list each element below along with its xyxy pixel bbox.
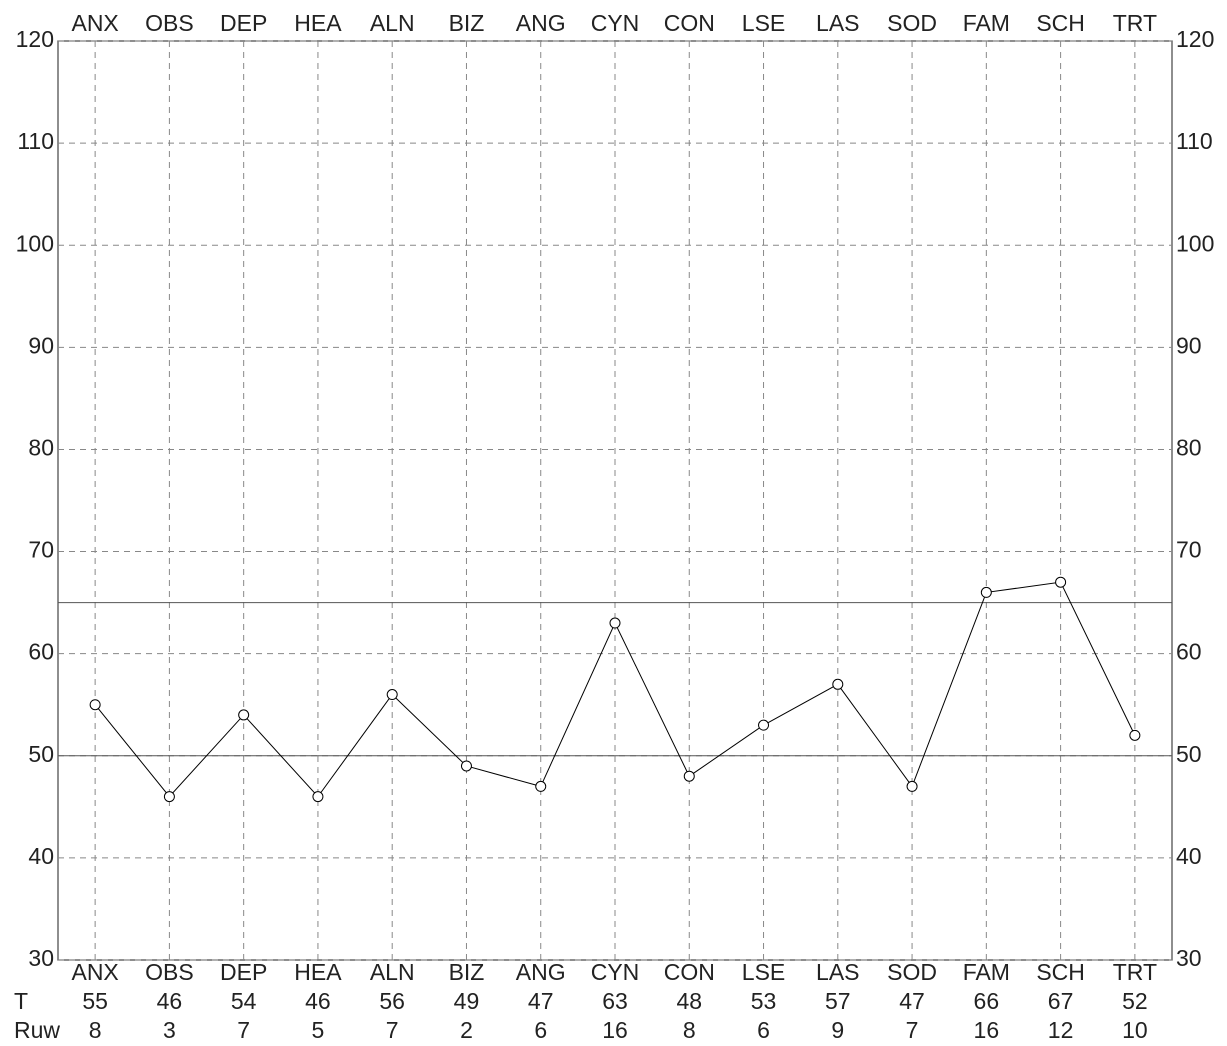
t-score: 63 [602,988,628,1014]
y-tick-label: 110 [17,128,54,154]
point-marker [312,791,324,803]
point-marker [386,689,398,701]
t-score: 66 [974,988,1000,1014]
t-score: 49 [454,988,480,1014]
t-score: 47 [528,988,554,1014]
raw-score: 9 [831,1017,844,1043]
point-marker [1129,729,1141,741]
x-tick-label-top: FAM [963,10,1010,36]
x-tick-label-top: ANG [516,10,566,36]
raw-score: 8 [683,1017,696,1043]
t-score: 48 [676,988,702,1014]
x-tick-label-top: ALN [370,10,415,36]
raw-score: 6 [534,1017,547,1043]
x-tick-label: ANG [516,959,566,985]
x-tick-label-top: TRT [1113,10,1157,36]
raw-score: 7 [237,1017,250,1043]
point-marker [906,780,918,792]
x-tick-label-top: CON [664,10,715,36]
y-tick-label: 50 [28,741,54,767]
y2-tick-label: 80 [1176,435,1202,461]
point-marker [758,719,770,731]
t-score: 56 [379,988,405,1014]
point-marker [238,709,250,721]
y2-tick-label: 50 [1176,741,1202,767]
y-tick-label: 90 [28,332,54,358]
y2-tick-label: 70 [1176,537,1202,563]
x-tick-label-top: LAS [816,10,859,36]
x-tick-label: LAS [816,959,859,985]
t-score: 46 [305,988,331,1014]
y-tick-label: 80 [28,435,54,461]
y2-tick-label: 110 [1176,128,1213,154]
y-tick-label: 70 [28,537,54,563]
t-score: 67 [1048,988,1074,1014]
raw-score: 5 [312,1017,325,1043]
y2-tick-label: 40 [1176,843,1202,869]
raw-score: 8 [89,1017,102,1043]
row-label: T [14,988,28,1014]
t-score: 47 [899,988,925,1014]
raw-score: 7 [906,1017,919,1043]
raw-score: 16 [974,1017,1000,1043]
y-tick-label: 60 [28,639,54,665]
point-marker [609,617,621,629]
point-marker [89,699,101,711]
y2-tick-label: 60 [1176,639,1202,665]
t-score: 53 [751,988,777,1014]
point-marker [460,760,472,772]
x-tick-label: HEA [294,959,342,985]
x-tick-label: FAM [963,959,1010,985]
x-tick-label: LSE [742,959,785,985]
x-tick-label: CON [664,959,715,985]
raw-score: 6 [757,1017,770,1043]
raw-score: 3 [163,1017,176,1043]
x-tick-label-top: HEA [294,10,342,36]
x-tick-label-top: OBS [145,10,194,36]
point-marker [1055,576,1067,588]
y-tick-label: 100 [16,230,54,256]
y2-tick-label: 90 [1176,332,1202,358]
x-tick-label-top: SCH [1036,10,1085,36]
x-tick-label-top: ANX [71,10,118,36]
x-tick-label: SOD [887,959,937,985]
x-tick-label: SCH [1036,959,1085,985]
x-tick-label-top: SOD [887,10,937,36]
y2-tick-label: 30 [1176,945,1202,971]
point-marker [163,791,175,803]
x-tick-label: BIZ [449,959,485,985]
point-marker [535,780,547,792]
row-label: Ruw [14,1017,60,1043]
raw-score: 10 [1122,1017,1148,1043]
y-tick-label: 30 [28,945,54,971]
raw-score: 16 [602,1017,628,1043]
x-tick-label: ANX [71,959,118,985]
raw-score: 2 [460,1017,473,1043]
x-tick-label: CYN [591,959,640,985]
x-tick-label-top: DEP [220,10,267,36]
y2-tick-label: 100 [1176,230,1214,256]
y-tick-label: 40 [28,843,54,869]
t-score: 46 [157,988,183,1014]
t-score: 55 [82,988,108,1014]
t-score: 54 [231,988,257,1014]
x-tick-label-top: CYN [591,10,640,36]
t-score: 52 [1122,988,1148,1014]
x-tick-label: DEP [220,959,267,985]
t-score: 57 [825,988,851,1014]
x-tick-label-top: LSE [742,10,785,36]
y-tick-label: 120 [16,26,54,52]
raw-score: 7 [386,1017,399,1043]
y2-tick-label: 120 [1176,26,1214,52]
x-tick-label: OBS [145,959,194,985]
point-marker [980,586,992,598]
x-tick-label: ALN [370,959,415,985]
point-marker [832,678,844,690]
x-tick-label: TRT [1113,959,1157,985]
raw-score: 12 [1048,1017,1074,1043]
point-marker [683,770,695,782]
x-tick-label-top: BIZ [449,10,485,36]
